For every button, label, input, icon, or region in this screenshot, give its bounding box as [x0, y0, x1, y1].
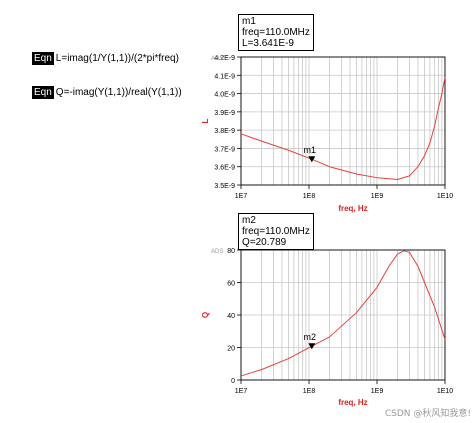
- y-tick-label: 3.7E-9: [214, 146, 235, 153]
- marker-readout-m1-line-name: m1: [242, 16, 256, 27]
- y-axis-label: Q: [201, 312, 210, 318]
- y-axis-label: L: [201, 118, 210, 123]
- eqn-tag-l: Eqn: [32, 52, 54, 65]
- y-tick-label: 0: [231, 378, 235, 385]
- marker-readout-m2[interactable]: m2 freq=110.0MHz Q=20.789: [238, 213, 314, 250]
- y-tick-label: 3.9E-9: [214, 110, 235, 117]
- marker-m1-triangle: [308, 156, 316, 163]
- x-tick-label: 1E7: [235, 193, 248, 200]
- y-tick-label: 80: [227, 248, 235, 255]
- eqn-expression-q: Q=-imag(Y(1,1))/real(Y(1,1)): [55, 87, 182, 98]
- marker-readout-m1-line-freq: freq=110.0MHz: [242, 27, 310, 38]
- chart-l-group: 3.5E-9 3.6E-9 3.7E-9 3.8E-9 3.9E-9 4.0E-9 4.1E…: [201, 55, 453, 213]
- corner-label: ADS: [211, 56, 223, 62]
- series-line-q: [240, 250, 446, 377]
- y-tick-label: 4.1E-9: [214, 73, 235, 80]
- x-axis-label: freq, Hz: [338, 398, 367, 407]
- x-tick-label: 1E9: [371, 193, 384, 200]
- x-tick-label: 1E10: [437, 193, 453, 200]
- eqn-expression-l: L=imag(1/Y(1,1))/(2*pi*freq): [55, 53, 179, 64]
- y-tick-label: 40: [227, 313, 235, 320]
- watermark: CSDN @秋风知我意!: [384, 409, 471, 419]
- x-axis-label: freq, Hz: [338, 204, 367, 213]
- equation-q: Eqn Q=-imag(Y(1,1))/real(Y(1,1)): [32, 86, 182, 99]
- x-tick-label: 1E9: [371, 388, 384, 395]
- y-tick-label: 4.2E-9: [214, 55, 235, 62]
- x-tick-label: 1E8: [303, 388, 316, 395]
- x-tick-label: 1E10: [437, 388, 453, 395]
- y-tick-label: 3.5E-9: [214, 183, 235, 190]
- equation-l: Eqn L=imag(1/Y(1,1))/(2*pi*freq): [32, 52, 179, 65]
- marker-readout-m1[interactable]: m1 freq=110.0MHz L=3.641E-9: [238, 14, 314, 51]
- chart-q-group: 0 20 40 60 80 1E7 1E8 1E9 1E10 ADS freq, Hz Qm2: [201, 248, 453, 407]
- marker-readout-m2-line-freq: freq=110.0MHz: [242, 226, 310, 237]
- eqn-tag-q: Eqn: [32, 86, 54, 99]
- x-tick-label: 1E7: [235, 388, 248, 395]
- marker-readout-m2-line-name: m2: [242, 215, 256, 226]
- marker-readout-m1-line-value: L=3.641E-9: [242, 38, 294, 49]
- x-tick-label: 1E8: [303, 193, 316, 200]
- corner-label: ADS: [211, 249, 223, 255]
- plot-frame: [240, 56, 446, 186]
- y-tick-label: 3.6E-9: [214, 165, 235, 172]
- marker-readout-m2-line-value: Q=20.789: [242, 237, 287, 248]
- marker-m2-triangle: [308, 343, 316, 350]
- series-line-l: [240, 77, 446, 181]
- y-tick-label: 20: [227, 346, 235, 353]
- y-tick-label: 60: [227, 281, 235, 288]
- plot-frame: [240, 249, 446, 381]
- marker-m1-label: m1: [304, 145, 317, 155]
- y-tick-label: 3.8E-9: [214, 128, 235, 135]
- y-tick-label: 4.0E-9: [214, 92, 235, 99]
- marker-m2-label: m2: [304, 332, 317, 342]
